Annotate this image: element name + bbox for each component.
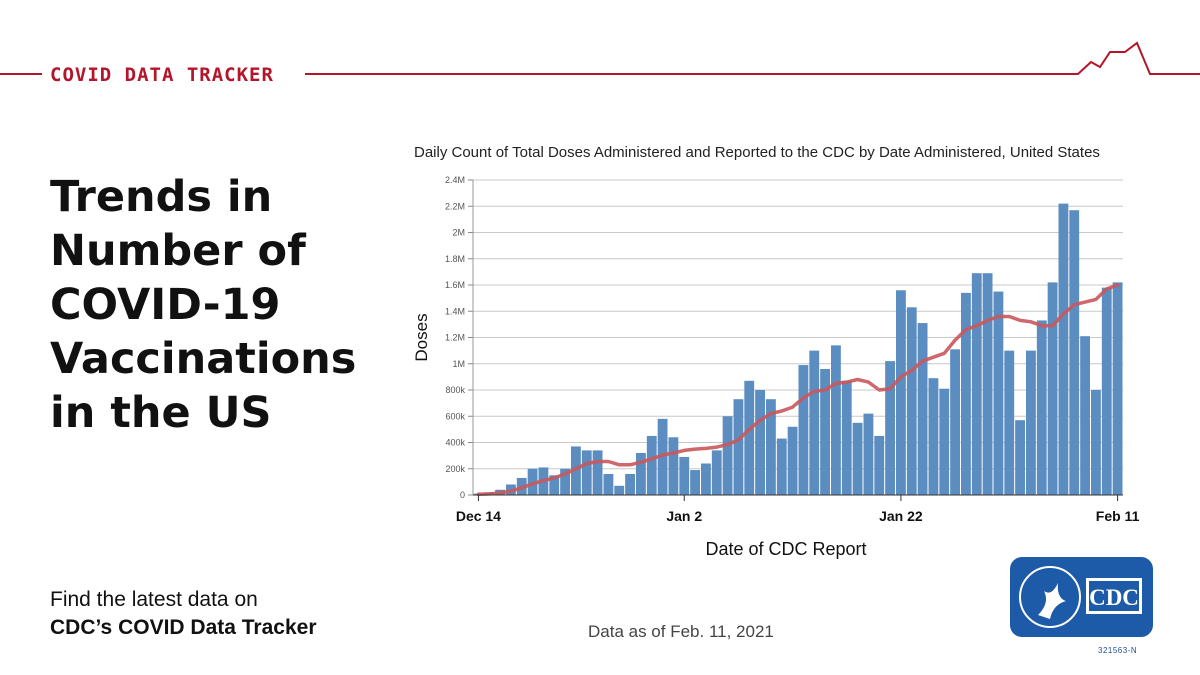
bar bbox=[603, 474, 614, 495]
bar bbox=[993, 291, 1004, 495]
bar bbox=[679, 456, 690, 495]
y-tick-label: 400k bbox=[445, 438, 465, 448]
bar bbox=[711, 450, 722, 495]
headline-line: Vaccinations bbox=[50, 334, 357, 384]
cdc-logo: CDC bbox=[1010, 557, 1153, 637]
bar bbox=[755, 390, 765, 495]
cta-line: Find the latest data on bbox=[50, 588, 258, 611]
bar bbox=[1047, 282, 1058, 495]
bar bbox=[841, 380, 852, 495]
bar bbox=[831, 345, 841, 495]
call-to-action: Find the latest data on CDC’s COVID Data… bbox=[50, 586, 317, 642]
headline-line: COVID-19 bbox=[50, 280, 281, 330]
cta-link-text[interactable]: CDC’s COVID Data Tracker bbox=[50, 616, 317, 639]
bar bbox=[874, 435, 885, 495]
publication-code: 321563-N bbox=[1098, 646, 1138, 655]
bar bbox=[581, 450, 592, 495]
hhs-seal-icon bbox=[1019, 566, 1081, 628]
bar bbox=[690, 470, 700, 495]
bar bbox=[928, 378, 939, 495]
bar bbox=[1080, 336, 1090, 495]
bar bbox=[560, 468, 570, 495]
hhs-eagle-icon bbox=[1038, 583, 1066, 619]
bar bbox=[971, 273, 982, 495]
bar bbox=[636, 453, 646, 495]
banner-title: COVID DATA TRACKER bbox=[50, 64, 274, 86]
bar bbox=[1004, 350, 1015, 495]
bar bbox=[1091, 390, 1101, 495]
y-tick-label: 1.2M bbox=[445, 333, 465, 343]
bar bbox=[863, 413, 874, 495]
axis-layer: 0 200k 400k 600k 800k 1M 1.2M 1.4M 1.6M 1.8M 2M 2.2… bbox=[412, 175, 1140, 559]
headline-line: Number of bbox=[50, 226, 306, 276]
y-tick-label: 1M bbox=[452, 359, 465, 369]
data-as-of: Data as of Feb. 11, 2021 bbox=[588, 622, 774, 641]
y-tick-label: 2.4M bbox=[445, 175, 465, 185]
y-tick-label: 1.8M bbox=[445, 254, 465, 264]
bar bbox=[1015, 420, 1025, 495]
bar bbox=[961, 292, 971, 495]
bar bbox=[1058, 203, 1069, 495]
bar bbox=[733, 399, 744, 495]
y-tick-label: 1.4M bbox=[445, 306, 465, 316]
line-layer bbox=[476, 283, 1120, 497]
bar bbox=[809, 350, 820, 495]
cdc-logo-text: CDC bbox=[1089, 585, 1139, 610]
x-tick-label: Jan 2 bbox=[666, 508, 702, 524]
headline-line: in the US bbox=[50, 388, 272, 438]
bar bbox=[939, 388, 950, 495]
moving-average-line bbox=[476, 283, 1120, 497]
bar bbox=[1101, 287, 1112, 495]
bar bbox=[549, 475, 560, 495]
headline-line: Trends in bbox=[50, 172, 273, 222]
bar bbox=[1069, 210, 1080, 495]
bar bbox=[744, 380, 755, 495]
y-tick-label: 2.2M bbox=[445, 201, 465, 211]
bar bbox=[950, 349, 960, 495]
y-axis-label: Doses bbox=[412, 313, 431, 361]
bar bbox=[657, 418, 668, 495]
y-tick-label: 200k bbox=[445, 464, 465, 474]
bar bbox=[592, 450, 603, 495]
y-tick-label: 800k bbox=[445, 385, 465, 395]
doses-chart: 0 200k 400k 600k 800k 1M 1.2M 1.4M 1.6M 1.8M 2M 2.2… bbox=[412, 175, 1140, 559]
bar bbox=[776, 438, 787, 495]
y-tick-label: 2M bbox=[452, 228, 465, 238]
bar bbox=[820, 369, 830, 495]
y-tick-label: 0 bbox=[460, 490, 465, 500]
bar bbox=[1036, 320, 1047, 495]
bar bbox=[917, 323, 928, 495]
page-headline: Trends in Number of COVID-19 Vaccination… bbox=[50, 170, 380, 440]
banner-trend-line-icon bbox=[305, 41, 1200, 75]
bar bbox=[982, 273, 993, 495]
bar bbox=[646, 435, 657, 495]
grid-layer bbox=[473, 179, 1123, 496]
cdc-box-inner bbox=[1089, 581, 1139, 611]
bar bbox=[906, 307, 917, 495]
bar bbox=[852, 422, 863, 495]
bar bbox=[896, 290, 906, 495]
bar bbox=[766, 399, 776, 495]
x-tick-label: Jan 22 bbox=[879, 508, 923, 524]
bar bbox=[1112, 282, 1123, 495]
bar bbox=[668, 437, 679, 495]
bar bbox=[1026, 350, 1036, 495]
bar bbox=[885, 361, 895, 495]
bar bbox=[614, 485, 625, 495]
bar bbox=[527, 468, 538, 495]
covid-data-tracker-banner: COVID DATA TRACKER bbox=[0, 41, 1200, 86]
bar bbox=[625, 474, 635, 495]
x-tick-label: Dec 14 bbox=[456, 508, 501, 524]
bar bbox=[722, 416, 733, 495]
y-tick-label: 1.6M bbox=[445, 280, 465, 290]
bar bbox=[798, 365, 809, 495]
y-tick-label: 600k bbox=[445, 411, 465, 421]
bars-layer bbox=[473, 203, 1123, 495]
x-axis-label: Date of CDC Report bbox=[705, 539, 866, 559]
bar bbox=[701, 463, 711, 495]
x-tick-label: Feb 11 bbox=[1096, 508, 1140, 524]
bar bbox=[787, 426, 798, 495]
chart-title: Daily Count of Total Doses Administered … bbox=[414, 144, 1100, 161]
